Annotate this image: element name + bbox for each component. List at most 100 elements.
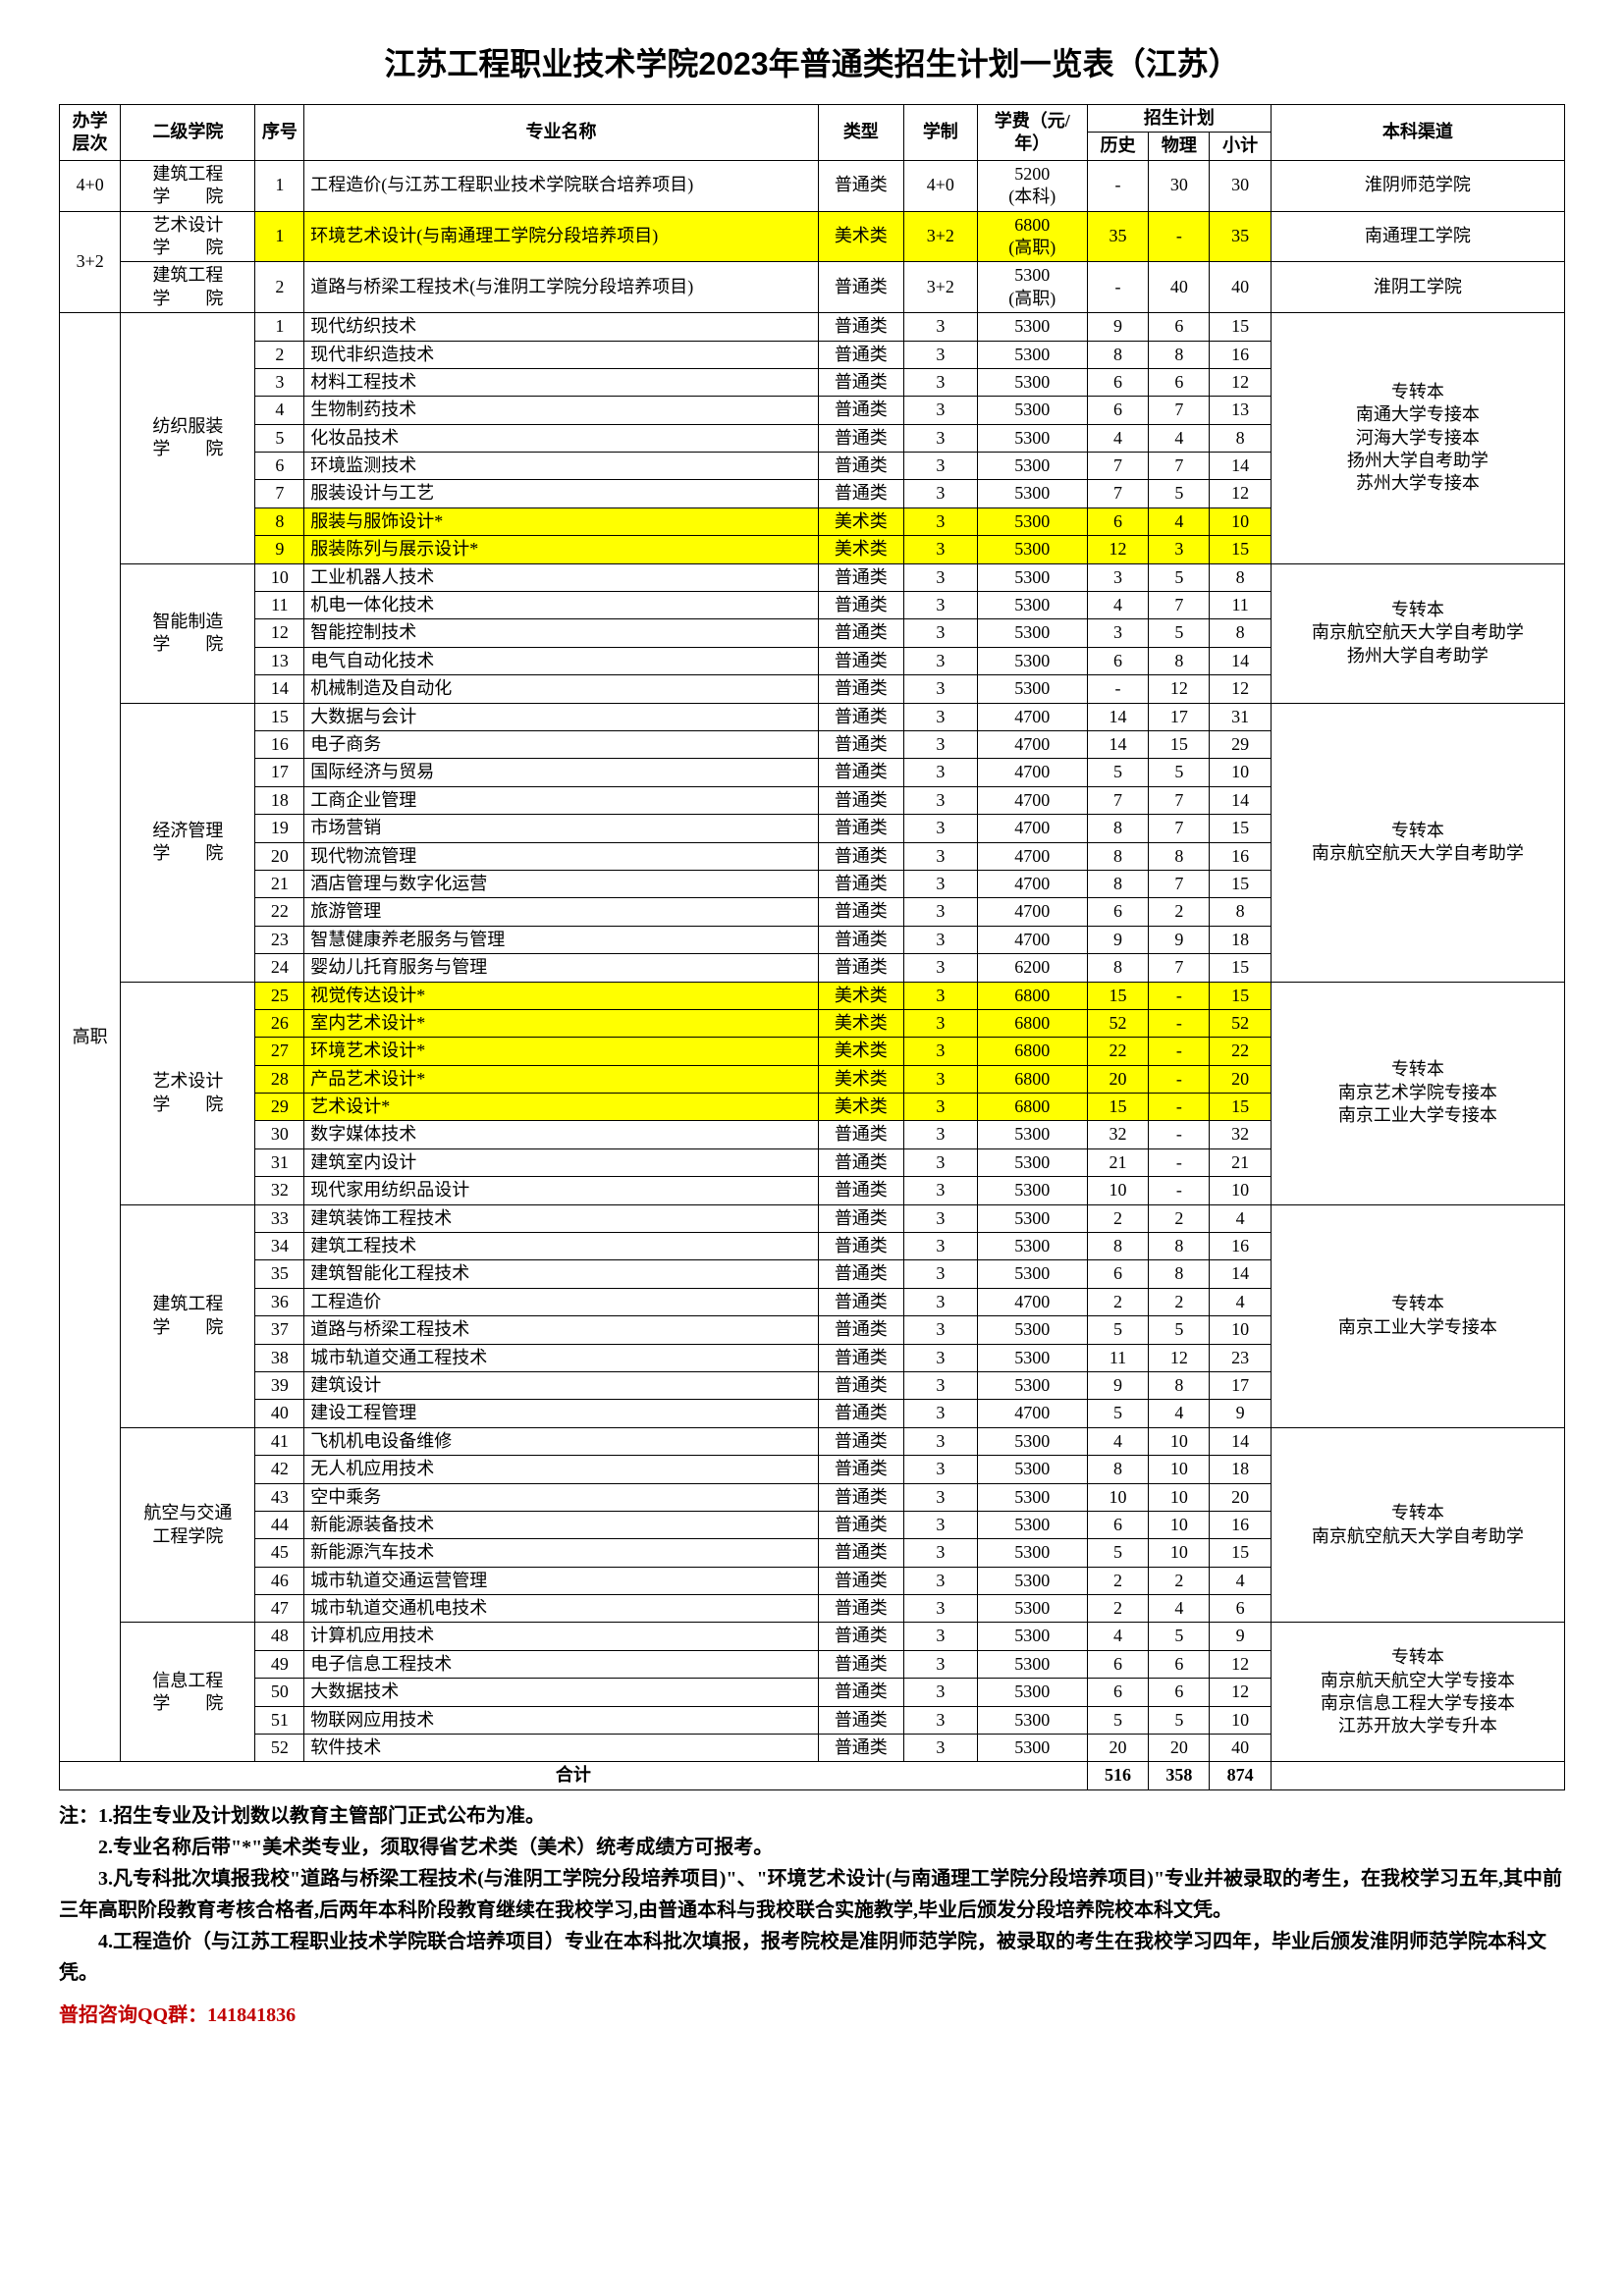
ls-cell: 15 bbox=[1087, 982, 1148, 1009]
total-ls: 516 bbox=[1087, 1762, 1148, 1789]
xz-cell: 3 bbox=[903, 1065, 977, 1093]
wl-cell: 15 bbox=[1149, 730, 1210, 758]
ls-cell: 7 bbox=[1087, 453, 1148, 480]
fee-cell: 5300 bbox=[977, 1650, 1087, 1678]
th-college: 二级学院 bbox=[121, 105, 255, 161]
major-cell: 建设工程管理 bbox=[304, 1400, 818, 1427]
type-cell: 普通类 bbox=[818, 1595, 903, 1623]
xz-cell: 3 bbox=[903, 1121, 977, 1148]
ls-cell: 20 bbox=[1087, 1065, 1148, 1093]
type-cell: 普通类 bbox=[818, 1148, 903, 1176]
wl-cell: - bbox=[1149, 1009, 1210, 1037]
type-cell: 普通类 bbox=[818, 647, 903, 674]
xj-cell: 18 bbox=[1210, 1456, 1271, 1483]
seq-cell: 25 bbox=[255, 982, 304, 1009]
ls-cell: 52 bbox=[1087, 1009, 1148, 1037]
level-cell: 3+2 bbox=[60, 211, 121, 313]
fee-cell: 5300 bbox=[977, 1539, 1087, 1567]
wl-cell: 8 bbox=[1149, 341, 1210, 368]
type-cell: 普通类 bbox=[818, 313, 903, 341]
major-cell: 环境艺术设计(与南通理工学院分段培养项目) bbox=[304, 211, 818, 262]
major-cell: 无人机应用技术 bbox=[304, 1456, 818, 1483]
xz-cell: 3 bbox=[903, 453, 977, 480]
major-cell: 服装陈列与展示设计* bbox=[304, 536, 818, 563]
seq-cell: 6 bbox=[255, 453, 304, 480]
xj-cell: 4 bbox=[1210, 1567, 1271, 1594]
fee-cell: 4700 bbox=[977, 703, 1087, 730]
note-line: 3.凡专科批次填报我校"道路与桥梁工程技术(与淮阴工学院分段培养项目)"、"环境… bbox=[59, 1863, 1565, 1926]
ls-cell: 14 bbox=[1087, 703, 1148, 730]
type-cell: 普通类 bbox=[818, 1735, 903, 1762]
college-cell: 艺术设计 学 院 bbox=[121, 982, 255, 1204]
ls-cell: 5 bbox=[1087, 759, 1148, 786]
xz-cell: 3 bbox=[903, 1427, 977, 1455]
xz-cell: 3 bbox=[903, 563, 977, 591]
ls-cell: 6 bbox=[1087, 1679, 1148, 1706]
fee-cell: 5200 (本科) bbox=[977, 160, 1087, 211]
college-cell: 艺术设计 学 院 bbox=[121, 211, 255, 262]
type-cell: 普通类 bbox=[818, 1344, 903, 1371]
ls-cell: 4 bbox=[1087, 592, 1148, 619]
fee-cell: 5300 bbox=[977, 1483, 1087, 1511]
wl-cell: 7 bbox=[1149, 954, 1210, 982]
major-cell: 视觉传达设计* bbox=[304, 982, 818, 1009]
xz-cell: 3 bbox=[903, 647, 977, 674]
xz-cell: 3 bbox=[903, 592, 977, 619]
type-cell: 普通类 bbox=[818, 786, 903, 814]
major-cell: 国际经济与贸易 bbox=[304, 759, 818, 786]
xj-cell: 12 bbox=[1210, 1679, 1271, 1706]
xz-cell: 3 bbox=[903, 954, 977, 982]
wl-cell: 3 bbox=[1149, 536, 1210, 563]
fee-cell: 6800 bbox=[977, 1065, 1087, 1093]
xj-cell: 23 bbox=[1210, 1344, 1271, 1371]
xj-cell: 8 bbox=[1210, 898, 1271, 926]
total-label: 合计 bbox=[60, 1762, 1088, 1789]
type-cell: 普通类 bbox=[818, 730, 903, 758]
total-blank bbox=[1271, 1762, 1564, 1789]
xz-cell: 3 bbox=[903, 1288, 977, 1315]
type-cell: 普通类 bbox=[818, 453, 903, 480]
xj-cell: 16 bbox=[1210, 1233, 1271, 1260]
wl-cell: 7 bbox=[1149, 397, 1210, 424]
wl-cell: 9 bbox=[1149, 926, 1210, 953]
seq-cell: 30 bbox=[255, 1121, 304, 1148]
wl-cell: 2 bbox=[1149, 1288, 1210, 1315]
xj-cell: 15 bbox=[1210, 1094, 1271, 1121]
seq-cell: 9 bbox=[255, 536, 304, 563]
xz-cell: 3+2 bbox=[903, 262, 977, 313]
ls-cell: 8 bbox=[1087, 815, 1148, 842]
ls-cell: 2 bbox=[1087, 1288, 1148, 1315]
ls-cell: 6 bbox=[1087, 1650, 1148, 1678]
ls-cell: 9 bbox=[1087, 1371, 1148, 1399]
xz-cell: 3 bbox=[903, 1094, 977, 1121]
ls-cell: 5 bbox=[1087, 1400, 1148, 1427]
wl-cell: 17 bbox=[1149, 703, 1210, 730]
fee-cell: 5300 bbox=[977, 1623, 1087, 1650]
xz-cell: 3 bbox=[903, 1511, 977, 1538]
xz-cell: 3 bbox=[903, 1260, 977, 1288]
wl-cell: 10 bbox=[1149, 1539, 1210, 1567]
major-cell: 婴幼儿托育服务与管理 bbox=[304, 954, 818, 982]
channel-cell: 专转本 南通大学专接本 河海大学专接本 扬州大学自考助学 苏州大学专接本 bbox=[1271, 313, 1564, 564]
note-line: 2.专业名称后带"*"美术类专业，须取得省艺术类（美术）统考成绩方可报考。 bbox=[59, 1832, 1565, 1863]
xz-cell: 3 bbox=[903, 1483, 977, 1511]
ls-cell: 10 bbox=[1087, 1483, 1148, 1511]
major-cell: 城市轨道交通机电技术 bbox=[304, 1595, 818, 1623]
major-cell: 机械制造及自动化 bbox=[304, 675, 818, 703]
seq-cell: 37 bbox=[255, 1316, 304, 1344]
wl-cell: - bbox=[1149, 1038, 1210, 1065]
wl-cell: 10 bbox=[1149, 1511, 1210, 1538]
seq-cell: 36 bbox=[255, 1288, 304, 1315]
type-cell: 普通类 bbox=[818, 1371, 903, 1399]
xz-cell: 3 bbox=[903, 1233, 977, 1260]
type-cell: 普通类 bbox=[818, 1456, 903, 1483]
major-cell: 电子商务 bbox=[304, 730, 818, 758]
major-cell: 智能控制技术 bbox=[304, 619, 818, 647]
seq-cell: 24 bbox=[255, 954, 304, 982]
fee-cell: 5300 bbox=[977, 313, 1087, 341]
xz-cell: 3 bbox=[903, 1009, 977, 1037]
type-cell: 普通类 bbox=[818, 368, 903, 396]
seq-cell: 7 bbox=[255, 480, 304, 507]
fee-cell: 5300 bbox=[977, 1511, 1087, 1538]
type-cell: 普通类 bbox=[818, 1177, 903, 1204]
